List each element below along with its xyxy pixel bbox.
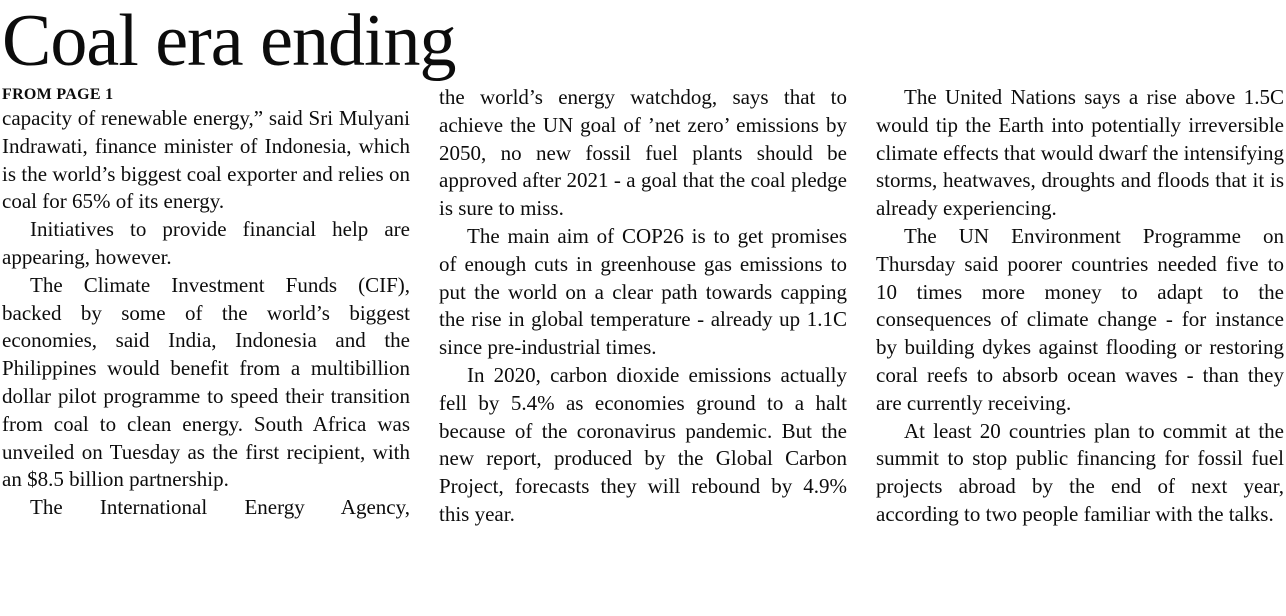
paragraph: The UN Environment Programme on Thursday… <box>876 223 1284 415</box>
paragraph: The Climate Investment Funds (CIF), back… <box>2 272 410 492</box>
paragraph: In 2020, carbon dioxide emissions actual… <box>439 362 847 526</box>
paragraph: capacity of renewable energy,” said Sri … <box>2 106 410 214</box>
article-column-3: The United Nations says a rise above 1.5… <box>876 84 1284 529</box>
paragraph: the world’s energy watchdog, says that t… <box>439 85 847 221</box>
article-columns: FROM PAGE 1 capacity of renewable energy… <box>2 84 1284 529</box>
paragraph: At least 20 countries plan to commit at … <box>876 418 1284 526</box>
article-column-1: FROM PAGE 1 capacity of renewable energy… <box>2 84 410 529</box>
paragraph: Initiatives to provide financial help ar… <box>2 217 410 269</box>
article-column-2: the world’s energy watchdog, says that t… <box>439 84 847 529</box>
paragraph: The International Energy Agency, <box>30 495 410 520</box>
paragraph: The main aim of COP26 is to get promises… <box>439 223 847 360</box>
paragraph: The United Nations says a rise above 1.5… <box>876 85 1284 221</box>
from-page-kicker: FROM PAGE 1 <box>2 86 114 103</box>
article-title: Coal era ending <box>2 0 456 82</box>
